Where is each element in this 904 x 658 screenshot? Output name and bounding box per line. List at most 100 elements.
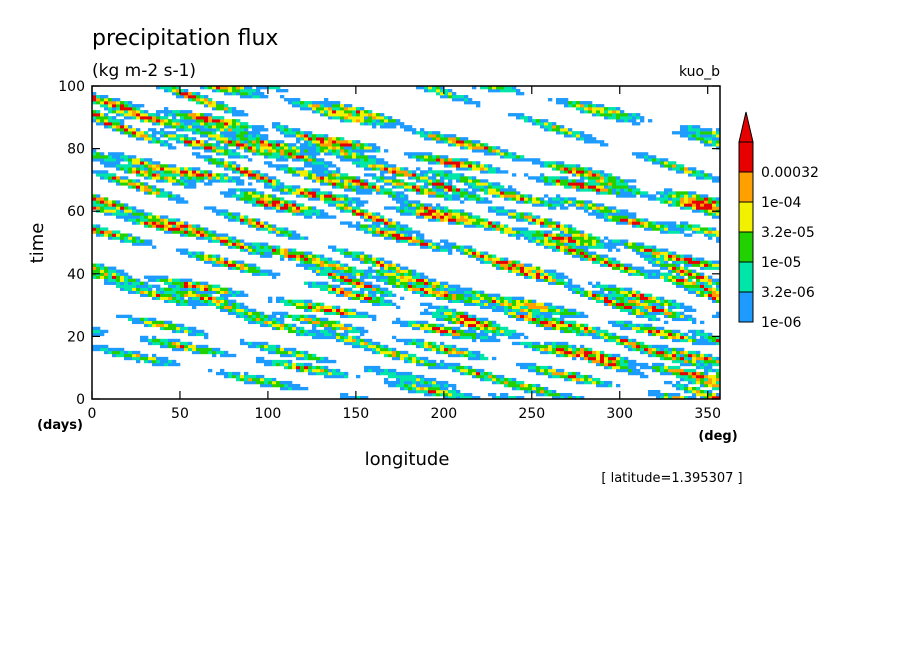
heatmap-cell <box>100 173 105 177</box>
heatmap-cell <box>276 86 281 90</box>
heatmap-cell <box>348 296 353 300</box>
heatmap-cell <box>332 326 337 331</box>
heatmap-cell <box>136 110 141 114</box>
heatmap-cell <box>388 227 393 231</box>
heatmap-cell <box>332 260 337 264</box>
heatmap-cell <box>356 254 361 258</box>
heatmap-cell <box>172 110 177 114</box>
heatmap-cell <box>472 335 477 340</box>
heatmap-cell <box>272 230 277 234</box>
heatmap-cell <box>336 104 341 108</box>
heatmap-cell <box>460 320 465 325</box>
heatmap-cell <box>464 320 469 325</box>
heatmap-cell <box>536 266 541 270</box>
heatmap-cell <box>276 272 281 276</box>
heatmap-cell <box>192 95 197 99</box>
heatmap-cell <box>116 215 121 219</box>
heatmap-cell <box>488 377 493 382</box>
heatmap-cell <box>412 272 417 276</box>
heatmap-cell <box>424 326 429 331</box>
heatmap-cell <box>296 257 301 261</box>
heatmap-cell <box>228 161 233 165</box>
heatmap-cell <box>368 218 373 222</box>
heatmap-cell <box>416 185 421 189</box>
heatmap-cell <box>200 347 205 352</box>
heatmap-cell <box>208 104 213 108</box>
heatmap-cell <box>304 104 309 108</box>
heatmap-cell <box>372 215 377 219</box>
heatmap-cell <box>276 344 281 349</box>
heatmap-cell <box>548 233 553 237</box>
heatmap-cell <box>528 341 533 346</box>
heatmap-cell <box>372 368 377 373</box>
heatmap-cell <box>224 134 229 138</box>
heatmap-cell <box>240 188 245 192</box>
heatmap-cell <box>220 116 225 120</box>
heatmap-cell <box>224 164 229 168</box>
heatmap-cell <box>468 329 473 334</box>
heatmap-cell <box>332 320 337 325</box>
heatmap-cell <box>136 359 141 364</box>
heatmap-cell <box>520 92 525 96</box>
heatmap-cell <box>548 320 553 325</box>
heatmap-cell <box>504 188 509 192</box>
heatmap-cell <box>500 230 505 234</box>
heatmap-cell <box>212 239 217 243</box>
heatmap-cell <box>128 284 133 288</box>
heatmap-cell <box>228 107 233 111</box>
heatmap-cell <box>544 350 549 355</box>
heatmap-cell <box>452 320 457 325</box>
heatmap-cell <box>208 182 213 186</box>
heatmap-cell <box>520 395 525 399</box>
heatmap-cell <box>184 341 189 346</box>
heatmap-cell <box>236 293 241 297</box>
heatmap-cell <box>248 314 253 319</box>
heatmap-cell <box>272 248 277 252</box>
heatmap-cell <box>188 344 193 349</box>
heatmap-cell <box>168 320 173 325</box>
heatmap-cell <box>200 131 205 135</box>
heatmap-cell <box>540 365 545 370</box>
heatmap-cell <box>164 344 169 349</box>
heatmap-cell <box>160 164 165 168</box>
heatmap-cell <box>424 386 429 391</box>
heatmap-cell <box>140 134 145 138</box>
heatmap-cell <box>408 239 413 243</box>
heatmap-cell <box>416 233 421 237</box>
heatmap-cell <box>116 269 121 273</box>
heatmap-cell <box>216 176 221 180</box>
heatmap-cell <box>348 113 353 117</box>
heatmap-cell <box>384 206 389 210</box>
heatmap-cell <box>492 224 497 228</box>
heatmap-cell <box>292 131 297 135</box>
heatmap-cell <box>420 275 425 279</box>
heatmap-cell <box>392 269 397 273</box>
heatmap-cell <box>368 149 373 153</box>
heatmap-cell <box>492 206 497 210</box>
heatmap-cell <box>472 254 477 258</box>
heatmap-cell <box>168 224 173 228</box>
heatmap-cell <box>212 230 217 234</box>
heatmap-cell <box>184 176 189 180</box>
heatmap-cell <box>540 125 545 129</box>
heatmap-cell <box>144 215 149 219</box>
heatmap-cell <box>448 296 453 300</box>
heatmap-cell <box>432 185 437 189</box>
heatmap-cell <box>128 158 133 162</box>
heatmap-cell <box>436 218 441 222</box>
heatmap-cell <box>108 347 113 352</box>
heatmap-cell <box>304 131 309 135</box>
heatmap-cell <box>412 386 417 391</box>
heatmap-cell <box>508 209 513 213</box>
heatmap-cell <box>320 143 325 147</box>
heatmap-cell <box>540 173 545 177</box>
heatmap-cell <box>108 152 113 156</box>
heatmap-cell <box>140 317 145 322</box>
heatmap-cell <box>484 374 489 379</box>
heatmap-cell <box>276 188 281 192</box>
heatmap-cell <box>224 209 229 213</box>
heatmap-cell <box>488 191 493 195</box>
heatmap-cell <box>240 197 245 201</box>
heatmap-cell <box>128 170 133 174</box>
heatmap-cell <box>416 203 421 207</box>
